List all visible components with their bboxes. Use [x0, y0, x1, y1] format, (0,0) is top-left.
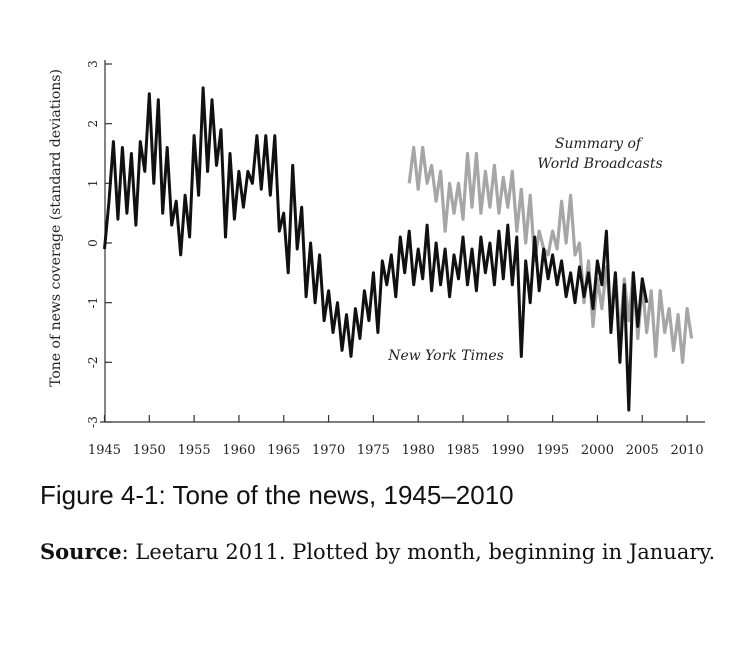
x-tick-label: 1990	[491, 443, 524, 458]
x-tick-label: 2010	[671, 443, 704, 458]
y-tick-label: 1	[86, 180, 100, 188]
annotation: Summary of	[555, 136, 644, 152]
y-tick-label: 3	[86, 60, 100, 68]
x-tick-label: 1975	[357, 443, 390, 458]
source-label: Source	[40, 539, 122, 564]
x-tick-label: 2000	[581, 443, 614, 458]
annotation: World Broadcasts	[537, 156, 662, 172]
source-text: : Leetaru 2011. Plotted by month, beginn…	[121, 540, 716, 564]
x-tick-label: 1995	[536, 443, 569, 458]
x-tick-label: 1945	[88, 443, 121, 458]
x-tick-label: 1980	[402, 443, 435, 458]
y-tick-label: 0	[86, 239, 100, 247]
x-tick-label: 1950	[133, 443, 166, 458]
data-line	[103, 86, 649, 412]
data-line	[407, 145, 694, 364]
y-tick-label: -1	[86, 297, 100, 309]
figure-caption: Figure 4-1: Tone of the news, 1945–2010	[40, 480, 514, 510]
y-tick-label: 2	[86, 120, 100, 128]
source-note: Source: Leetaru 2011. Plotted by month, …	[40, 534, 720, 570]
y-tick-label: -2	[86, 356, 100, 368]
x-tick-label: 1960	[222, 443, 255, 458]
x-tick-label: 1955	[178, 443, 211, 458]
x-tick-label: 1970	[312, 443, 345, 458]
x-tick-label: 1965	[267, 443, 300, 458]
x-tick-label: 1985	[446, 443, 479, 458]
annotation: New York Times	[387, 348, 504, 364]
x-tick-label: 2005	[626, 443, 659, 458]
y-axis-title: Tone of news coverage (standard deviatio…	[48, 69, 64, 387]
chart: Tone of news coverage (standard deviatio…	[48, 60, 705, 458]
y-tick-label: -3	[86, 416, 100, 428]
